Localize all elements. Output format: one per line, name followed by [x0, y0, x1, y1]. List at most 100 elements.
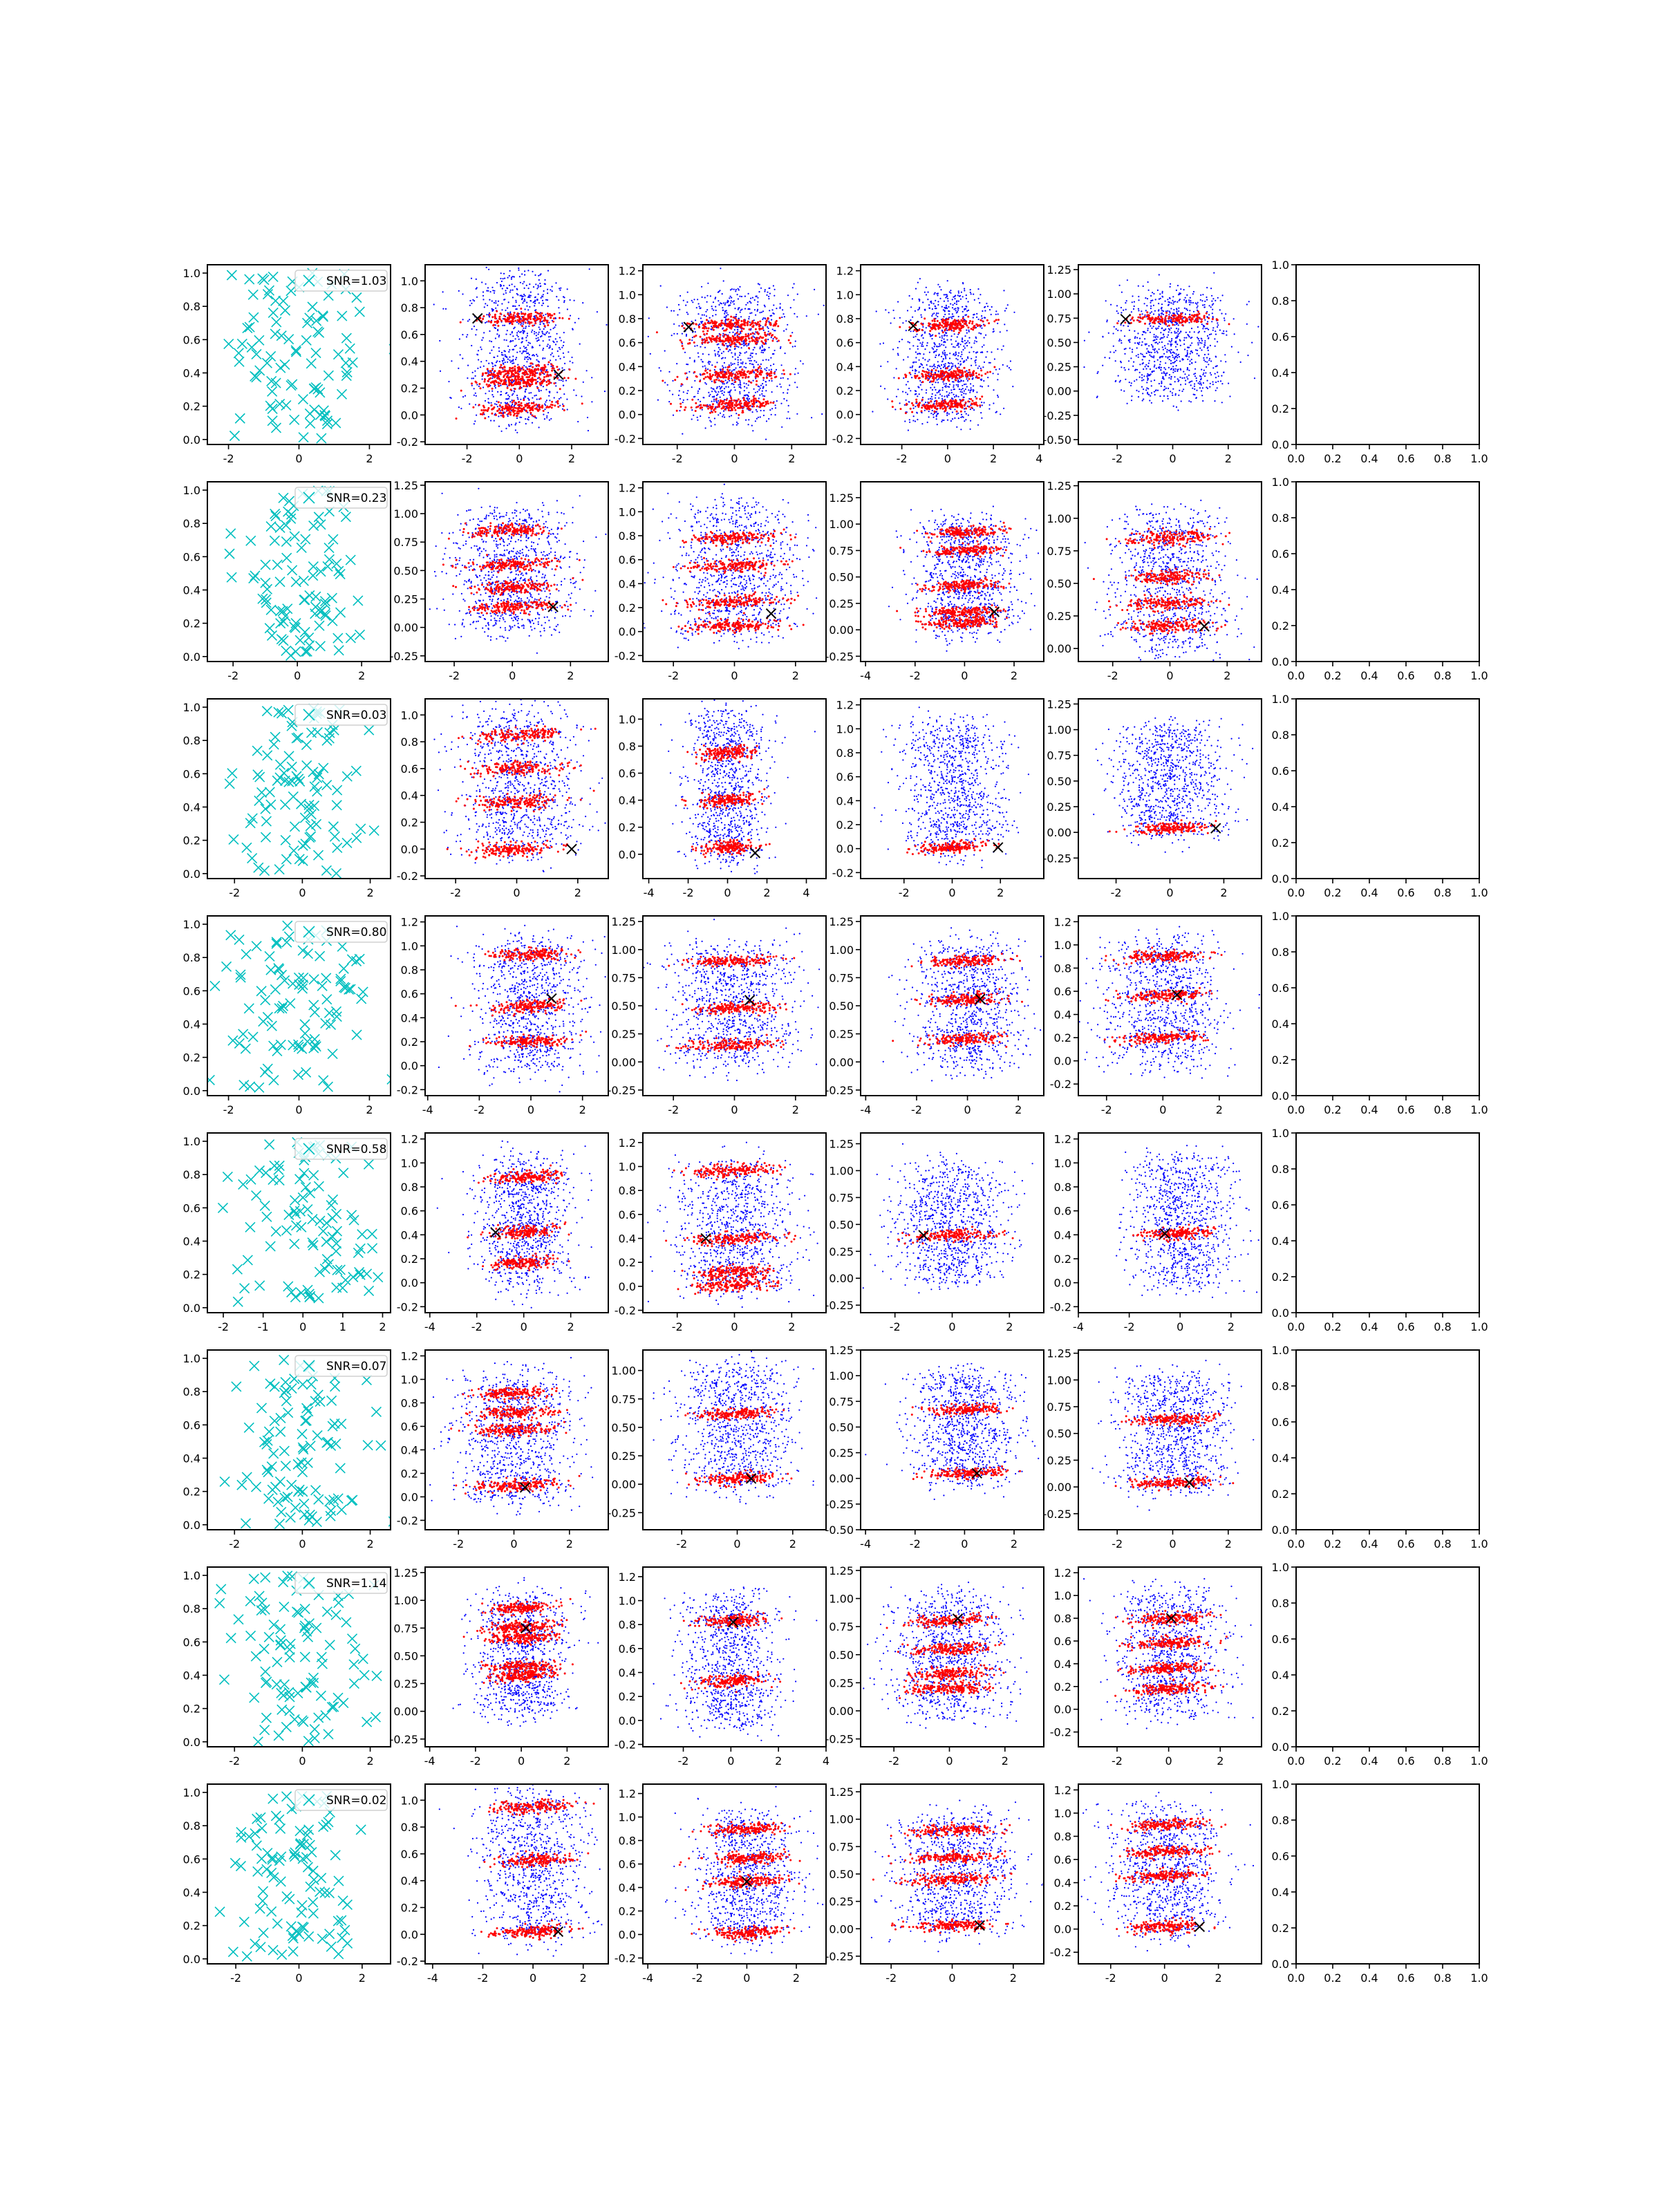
sample-point — [513, 305, 515, 307]
sample-point — [943, 300, 945, 302]
highlighted-point — [511, 401, 514, 404]
sample-point — [581, 395, 583, 397]
sample-point — [899, 341, 901, 343]
sample-point — [728, 305, 730, 307]
sample-point — [928, 373, 930, 375]
highlighted-point — [511, 378, 514, 381]
highlighted-point — [557, 406, 560, 408]
sample-point — [760, 363, 762, 366]
sample-point — [983, 379, 985, 382]
sample-point — [744, 295, 746, 297]
highlighted-point — [494, 379, 496, 382]
sample-point — [928, 398, 930, 400]
sample-point — [709, 295, 711, 297]
sample-point — [518, 330, 520, 332]
highlighted-point — [509, 413, 512, 416]
highlighted-point — [715, 340, 718, 343]
highlighted-point — [936, 319, 939, 322]
sample-point — [748, 318, 750, 320]
sample-point — [988, 404, 991, 406]
highlighted-point — [497, 401, 500, 404]
sample-point — [785, 328, 787, 330]
highlighted-point — [532, 317, 535, 320]
sample-point — [945, 294, 947, 296]
sample-point — [471, 377, 473, 379]
sample-point — [956, 344, 958, 346]
highlighted-point — [939, 370, 942, 373]
sample-point — [750, 359, 752, 362]
sample-point — [500, 393, 503, 396]
axes-frame — [642, 264, 827, 445]
sample-point — [551, 348, 554, 350]
highlighted-point — [711, 326, 714, 329]
highlighted-point — [529, 411, 532, 414]
sample-point — [538, 388, 540, 391]
sample-point — [1121, 366, 1123, 368]
input-point — [270, 377, 281, 388]
highlighted-point — [734, 409, 737, 411]
highlighted-point — [920, 410, 923, 413]
sample-point — [744, 352, 746, 354]
sample-point — [796, 316, 798, 318]
sample-point — [442, 308, 444, 310]
highlighted-point — [713, 409, 715, 411]
sample-point — [926, 364, 928, 366]
sample-point — [525, 357, 527, 359]
highlighted-point — [740, 330, 743, 332]
highlighted-point — [777, 339, 780, 342]
sample-point — [1162, 348, 1164, 350]
sample-point — [720, 390, 722, 393]
sample-point — [995, 368, 997, 371]
sample-point — [526, 301, 528, 303]
sample-point — [906, 310, 909, 312]
sample-point — [729, 295, 731, 297]
sample-point — [754, 420, 756, 422]
sample-point — [964, 420, 966, 422]
sample-point — [780, 364, 782, 366]
sample-point — [779, 347, 782, 349]
sample-point — [762, 349, 764, 351]
sample-point — [591, 377, 593, 379]
sample-point — [817, 313, 819, 315]
sample-point — [508, 350, 510, 353]
x-tick-label: 0 — [516, 452, 523, 465]
sample-point — [1175, 328, 1178, 330]
sample-point — [546, 415, 548, 417]
highlighted-point — [538, 404, 541, 406]
sample-point — [912, 365, 914, 367]
sample-point — [1009, 360, 1011, 362]
center-marker — [553, 369, 564, 380]
sample-point — [496, 404, 498, 406]
sample-point — [769, 364, 772, 366]
sample-point — [540, 297, 542, 299]
sample-point — [953, 346, 955, 348]
sample-point — [757, 308, 759, 310]
input-point — [279, 359, 290, 371]
sample-point — [948, 386, 950, 388]
highlighted-point — [787, 339, 790, 341]
highlighted-point — [748, 347, 750, 350]
sample-point — [724, 321, 727, 323]
sample-point — [505, 339, 507, 341]
sample-point — [511, 332, 513, 334]
highlighted-point — [711, 375, 713, 378]
sample-point — [786, 418, 788, 420]
sample-point — [950, 367, 953, 369]
sample-point — [1164, 300, 1166, 302]
sample-point — [606, 324, 608, 326]
sample-point — [919, 353, 921, 355]
highlighted-point — [713, 320, 716, 323]
legend-marker-icon — [303, 274, 315, 287]
highlighted-point — [905, 404, 908, 406]
sample-point — [701, 322, 703, 324]
sample-point — [724, 357, 727, 359]
highlighted-point — [986, 371, 989, 374]
highlighted-point — [561, 317, 564, 319]
sample-point — [951, 381, 954, 383]
sample-point — [523, 321, 525, 324]
sample-point — [481, 339, 483, 341]
highlighted-point — [487, 375, 489, 377]
highlighted-point — [556, 400, 559, 403]
sample-point — [719, 348, 721, 350]
sample-point — [543, 328, 545, 330]
